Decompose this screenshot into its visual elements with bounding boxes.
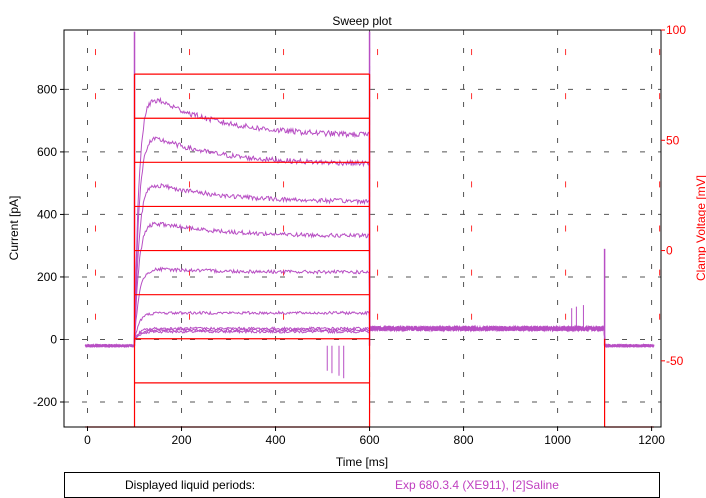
y-axis-label: Current [pA] xyxy=(7,196,21,261)
x-tick-label: 0 xyxy=(84,433,91,447)
x-tick-label: 1000 xyxy=(544,433,571,447)
y2-tick-label: 100 xyxy=(666,23,686,37)
y2-tick-label: -50 xyxy=(666,354,684,368)
y2-axis-label: Clamp Voltage [mV] xyxy=(694,175,706,281)
x-tick-label: 400 xyxy=(266,433,286,447)
x-tick-label: 1200 xyxy=(638,433,665,447)
axes: 0 200 400 600 800 1000 1200-2000200400600800-5… xyxy=(33,23,686,447)
x-axis-label: Time [ms] xyxy=(336,455,388,469)
x-tick-label: 200 xyxy=(172,433,192,447)
y-tick-label: 200 xyxy=(37,270,57,284)
y-tick-label: 0 xyxy=(50,332,57,346)
y-tick-label: -200 xyxy=(33,395,57,409)
y-tick-label: 600 xyxy=(37,145,57,159)
x-tick-label: 800 xyxy=(454,433,474,447)
legend-label: Displayed liquid periods: xyxy=(125,478,256,492)
plot-frame xyxy=(63,29,662,428)
y-tick-label: 400 xyxy=(37,207,57,221)
x-tick-label: 600 xyxy=(360,433,380,447)
y-tick-label: 800 xyxy=(37,82,57,96)
legend-box: Displayed liquid periods: Exp 680.3.4 (X… xyxy=(64,472,660,498)
y2-tick-label: 0 xyxy=(666,244,673,258)
chart-title: Sweep plot xyxy=(332,14,392,28)
plot-area xyxy=(64,30,661,427)
legend-value: Exp 680.3.4 (XE911), [2]Saline xyxy=(395,478,559,492)
y2-tick-label: 50 xyxy=(666,133,680,147)
